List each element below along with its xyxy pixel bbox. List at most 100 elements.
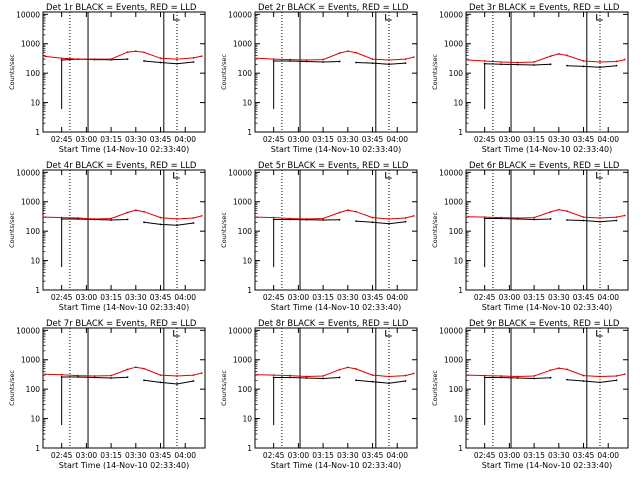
panel-det-2: Det 2r BLACK = Events, RED = LLD 1 10 100 10… xyxy=(220,3,418,154)
x-tick-label: 03:45 xyxy=(362,135,384,144)
plot-frame xyxy=(465,327,629,449)
data-point-events xyxy=(192,61,195,63)
y-tick-label: 1000 xyxy=(21,40,40,49)
data-point-events xyxy=(388,222,390,225)
data-point-events xyxy=(599,66,601,69)
data-point-lld xyxy=(272,216,275,219)
data-point-lld xyxy=(110,374,112,377)
y-tick-label: 100 xyxy=(26,69,41,78)
series-line-lld xyxy=(257,209,414,220)
x-axis-label: Start Time (14-Nov-10 02:33:40) xyxy=(271,145,401,154)
data-point-events xyxy=(500,63,503,66)
data-point-lld xyxy=(623,214,626,217)
data-point-lld xyxy=(388,375,390,378)
y-tick-label: 1 xyxy=(458,286,463,295)
y-tick-label: 10000 xyxy=(16,168,40,177)
data-point-lld xyxy=(500,375,503,377)
x-tick-label: 02:45 xyxy=(51,135,73,144)
data-point-lld xyxy=(143,367,145,370)
y-tick-label: 1000 xyxy=(444,198,463,207)
data-point-lld xyxy=(44,373,47,376)
data-point-lld xyxy=(110,217,112,220)
x-tick-label: 03:00 xyxy=(76,293,98,302)
y-tick-label: 1000 xyxy=(444,356,463,365)
y-tick-label: 100 xyxy=(449,227,464,236)
x-tick-label: 03:00 xyxy=(76,135,98,144)
data-point-events xyxy=(176,62,178,65)
y-tick-label: 100 xyxy=(449,385,464,394)
y-tick-label: 1 xyxy=(247,128,252,137)
y-tick-label: 1 xyxy=(458,444,463,453)
y-tick-label: 100 xyxy=(449,69,464,78)
data-point-lld xyxy=(483,60,486,62)
y-tick-label: 10 xyxy=(30,415,40,424)
y-tick-label: 10000 xyxy=(439,10,463,19)
data-point-events xyxy=(549,376,552,379)
data-point-lld xyxy=(533,216,535,219)
y-tick-label: 10 xyxy=(453,415,463,424)
data-point-lld xyxy=(516,375,519,378)
y-tick-label: 1000 xyxy=(233,198,252,207)
panel-title: Det 5r BLACK = Events, RED = LLD xyxy=(258,161,409,171)
data-point-lld xyxy=(388,218,390,220)
x-tick-label: 02:45 xyxy=(474,135,496,144)
data-point-lld xyxy=(159,216,162,219)
data-point-lld xyxy=(412,215,415,217)
data-point-events xyxy=(355,61,357,64)
y-tick-label: 1 xyxy=(247,286,252,295)
plot-frame xyxy=(42,327,206,449)
x-tick-label: 03:15 xyxy=(100,293,122,302)
data-point-lld xyxy=(93,375,96,377)
data-point-lld xyxy=(77,217,80,219)
data-point-events xyxy=(582,65,585,68)
panel-title: Det 4r BLACK = Events, RED = LLD xyxy=(46,161,197,171)
x-tick-label: 03:00 xyxy=(499,135,521,144)
data-point-lld xyxy=(60,57,63,60)
x-tick-label: 03:30 xyxy=(548,451,570,460)
bracket-mark xyxy=(385,172,392,179)
data-point-lld xyxy=(371,216,374,219)
data-point-events xyxy=(566,64,568,67)
data-point-events xyxy=(549,63,552,66)
x-axis-label: Start Time (14-Nov-10 02:33:40) xyxy=(271,303,401,312)
x-tick-label: 03:00 xyxy=(288,293,310,302)
x-tick-label: 03:15 xyxy=(523,135,545,144)
y-axis-label: Counts/sec xyxy=(431,212,439,248)
data-point-lld xyxy=(404,374,407,377)
y-tick-label: 10000 xyxy=(439,326,463,335)
x-tick-label: 04:00 xyxy=(386,293,408,302)
data-point-events xyxy=(533,377,535,380)
bracket-mark xyxy=(173,14,180,21)
data-point-events xyxy=(516,63,519,66)
data-point-lld xyxy=(615,216,618,219)
data-point-lld xyxy=(322,217,324,220)
data-point-lld xyxy=(126,211,129,214)
panel-det-8: Det 8r BLACK = Events, RED = LLD 1 10 100 10… xyxy=(220,319,418,470)
data-point-lld xyxy=(599,375,601,378)
series-line-lld xyxy=(468,209,625,219)
data-point-events xyxy=(615,379,618,382)
y-tick-label: 1 xyxy=(247,444,252,453)
series-line-lld xyxy=(45,366,202,377)
panel-det-6: Det 6r BLACK = Events, RED = LLD 1 10 100 10… xyxy=(431,161,629,312)
x-tick-label: 03:30 xyxy=(125,451,147,460)
plot-frame xyxy=(42,169,206,291)
data-point-lld xyxy=(599,61,601,63)
data-point-lld xyxy=(355,51,357,54)
y-axis-label: Counts/sec xyxy=(8,370,16,406)
x-tick-label: 03:15 xyxy=(312,293,334,302)
panel-title: Det 3r BLACK = Events, RED = LLD xyxy=(469,3,620,13)
y-tick-label: 10 xyxy=(242,257,252,266)
data-point-events xyxy=(533,218,535,221)
data-point-lld xyxy=(305,59,308,61)
y-tick-label: 1000 xyxy=(444,40,463,49)
data-point-lld xyxy=(192,57,195,59)
y-tick-label: 10 xyxy=(453,99,463,108)
data-point-lld xyxy=(338,368,341,371)
x-tick-label: 03:15 xyxy=(523,293,545,302)
data-point-lld xyxy=(355,210,357,213)
data-point-events xyxy=(355,379,357,382)
data-point-events xyxy=(77,376,80,378)
y-tick-label: 10 xyxy=(453,257,463,266)
data-point-events xyxy=(615,64,618,67)
